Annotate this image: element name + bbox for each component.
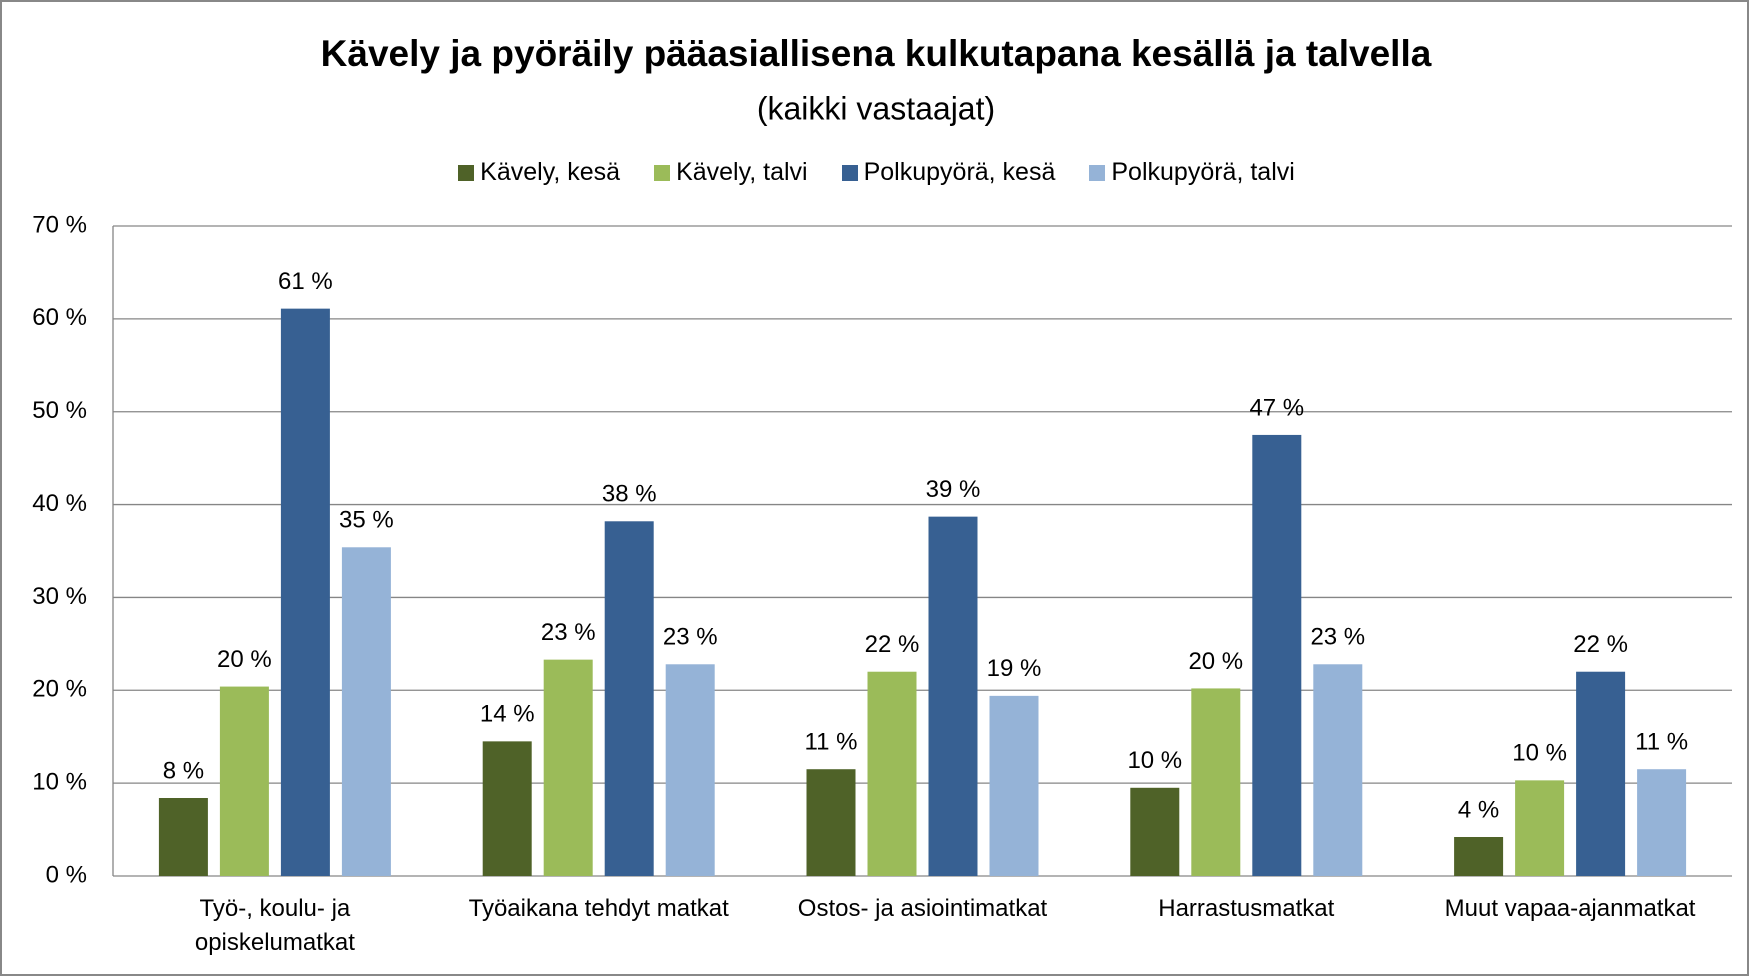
bar: [158, 798, 208, 876]
value-label: 11 %: [1635, 729, 1688, 756]
legend-label: Polkupyörä, talvi: [1111, 158, 1295, 186]
bar: [604, 521, 654, 876]
bar: [1637, 769, 1687, 876]
value-label: 19 %: [987, 655, 1042, 682]
value-label: 35 %: [339, 507, 394, 534]
value-label: 10 %: [1512, 740, 1567, 767]
bar: [1130, 787, 1180, 876]
value-label: 4 %: [1458, 796, 1499, 823]
value-label: 47 %: [1249, 394, 1304, 421]
bar: [1515, 780, 1565, 876]
legend-label: Polkupyörä, kesä: [863, 158, 1056, 186]
value-label: 23 %: [1310, 624, 1365, 651]
legend-swatch: [841, 164, 858, 181]
y-tick-label: 0 %: [46, 861, 87, 888]
x-tick-label: Työaikana tehdyt matkat: [468, 895, 729, 922]
x-tick-label: Ostos- ja asiointimatkat: [797, 895, 1048, 922]
value-label: 10 %: [1127, 747, 1182, 774]
value-label: 11 %: [805, 729, 858, 756]
legend: Kävely, kesä Kävely, talvi Polkupyörä, kes…: [2, 158, 1747, 187]
value-label: 20 %: [217, 646, 272, 673]
legend-label: Kävely, talvi: [676, 158, 808, 186]
bar: [806, 769, 856, 876]
value-label: 22 %: [1573, 631, 1628, 658]
y-tick-label: 70 %: [32, 211, 87, 238]
y-tick-label: 40 %: [32, 490, 87, 517]
chart-title: Kävely ja pyöräily pääasiallisena kulkut…: [321, 33, 1432, 74]
bar: [665, 664, 715, 876]
bar: [341, 547, 391, 876]
value-label: 22 %: [865, 631, 920, 658]
chart-subtitle: (kaikki vastaajat): [757, 90, 995, 126]
legend-swatch: [458, 164, 475, 181]
y-tick-label: 20 %: [32, 676, 87, 703]
legend-label: Kävely, kesä: [480, 158, 621, 186]
y-tick-label: 10 %: [32, 768, 87, 795]
legend-swatch: [654, 164, 671, 181]
legend-item: Kävely, kesä: [458, 158, 620, 187]
value-label: 20 %: [1188, 648, 1243, 675]
bar: [543, 659, 593, 876]
value-label: 23 %: [541, 619, 596, 646]
bar: [1313, 664, 1363, 876]
value-label: 14 %: [480, 701, 535, 728]
bar: [1576, 671, 1626, 876]
legend-item: Polkupyörä, kesä: [841, 158, 1056, 187]
value-label: 38 %: [602, 481, 657, 508]
value-label: 61 %: [278, 268, 333, 295]
bar: [867, 671, 917, 876]
legend-swatch: [1089, 164, 1106, 181]
legend-item: Polkupyörä, talvi: [1089, 158, 1295, 187]
y-tick-label: 50 %: [32, 397, 87, 424]
legend-item: Kävely, talvi: [654, 158, 808, 187]
bar: [1191, 688, 1241, 876]
value-label: 23 %: [663, 624, 718, 651]
value-label: 39 %: [926, 476, 981, 503]
bar: [928, 516, 978, 876]
bar: [1252, 434, 1302, 876]
x-tick-label: Muut vapaa-ajanmatkat: [1444, 895, 1696, 922]
value-label: 8 %: [163, 757, 204, 784]
bar: [280, 308, 330, 877]
y-tick-label: 60 %: [32, 304, 87, 331]
bar: [219, 686, 269, 876]
bar: [482, 741, 532, 876]
bar: [989, 695, 1039, 876]
y-tick-label: 30 %: [32, 583, 87, 610]
x-tick-label: Harrastusmatkat: [1158, 895, 1335, 922]
x-tick-label: Työ-, koulu- ja opiskelumatkat: [194, 895, 355, 956]
bar: [1454, 837, 1504, 876]
